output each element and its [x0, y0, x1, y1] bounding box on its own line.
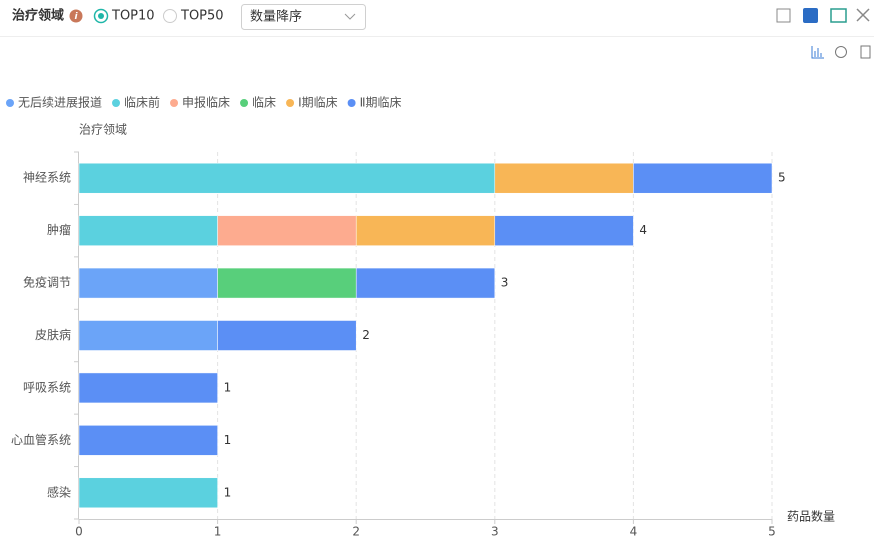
sort-value: 数量降序 — [250, 10, 302, 25]
y-tick-label: 感染 — [47, 484, 71, 499]
y-tick-label: 呼吸系统 — [23, 380, 71, 394]
x-tick-label: 0 — [75, 525, 83, 539]
x-tick-label: 4 — [630, 525, 638, 539]
x-tick-label: 1 — [214, 525, 222, 539]
y-tick-label: 心血管系统 — [11, 432, 71, 447]
bar-segment — [78, 267, 218, 299]
legend-label: 临床前 — [124, 95, 160, 110]
legend-label: 申报临床 — [182, 95, 230, 110]
bar-chart-icon[interactable] — [811, 46, 824, 59]
radio-dot — [98, 13, 104, 19]
bar-segment — [217, 215, 357, 246]
select-arrow — [344, 13, 356, 20]
bar-segment — [78, 215, 218, 246]
x-tick-label: 2 — [352, 525, 360, 539]
legend-marker — [112, 99, 121, 107]
legend-label: Ⅱ期临床 — [360, 96, 402, 110]
table-icon[interactable] — [860, 45, 871, 59]
x-tick-label: 3 — [491, 525, 499, 539]
expand-icon[interactable] — [776, 8, 791, 23]
radio-label: TOP50 — [180, 9, 224, 24]
legend-label: Ⅰ期临床 — [298, 96, 338, 110]
bar-segment — [355, 215, 496, 246]
legend-marker — [347, 99, 356, 107]
excel-icon[interactable] — [803, 8, 818, 23]
info-glyph: i — [74, 12, 78, 22]
legend-marker — [286, 99, 295, 107]
bar-segment — [217, 267, 357, 299]
x-axis-title: 药品数量 — [787, 509, 835, 524]
bar-segment — [494, 215, 634, 246]
sort-select[interactable] — [241, 4, 366, 30]
total-label: 4 — [639, 223, 647, 237]
radio-label: TOP10 — [111, 9, 155, 24]
legend-marker — [240, 99, 249, 107]
bar-segment — [494, 162, 634, 194]
total-label: 1 — [224, 433, 232, 447]
bar-segment — [355, 267, 496, 299]
bar-segment — [78, 162, 496, 194]
info-icon[interactable] — [69, 9, 83, 23]
legend-label: 临床 — [252, 96, 276, 110]
total-label: 1 — [224, 485, 232, 499]
panel-title: 治疗领域 — [12, 8, 64, 24]
total-label: 2 — [362, 328, 370, 342]
y-axis-title: 治疗领域 — [79, 123, 127, 137]
bar-segment — [217, 320, 357, 351]
bar-segment — [78, 477, 218, 509]
total-label: 5 — [778, 171, 786, 185]
pie-chart-icon[interactable] — [835, 46, 847, 58]
legend-marker — [6, 99, 14, 107]
bar-segment — [78, 320, 218, 351]
total-label: 1 — [224, 380, 232, 394]
bar-segment — [78, 425, 218, 456]
bar-segment — [78, 372, 218, 404]
y-tick-label: 神经系统 — [23, 171, 71, 185]
legend-label: 无后续进展报道 — [18, 95, 102, 110]
close-icon[interactable] — [856, 8, 870, 22]
y-tick-label: 肿瘤 — [47, 222, 71, 237]
legend-marker — [170, 99, 179, 107]
bar-segment — [633, 162, 773, 194]
legend: 无后续进展报道 临床前 申报临床 临床 Ⅰ期临床 Ⅱ期临床 — [6, 95, 402, 110]
radio-top50[interactable] — [163, 9, 177, 23]
y-tick-label: 免疫调节 — [23, 275, 71, 290]
x-tick-label: 5 — [768, 525, 776, 539]
total-label: 3 — [501, 276, 509, 290]
y-tick-label: 皮肤病 — [35, 327, 71, 342]
image-icon[interactable] — [830, 8, 847, 23]
